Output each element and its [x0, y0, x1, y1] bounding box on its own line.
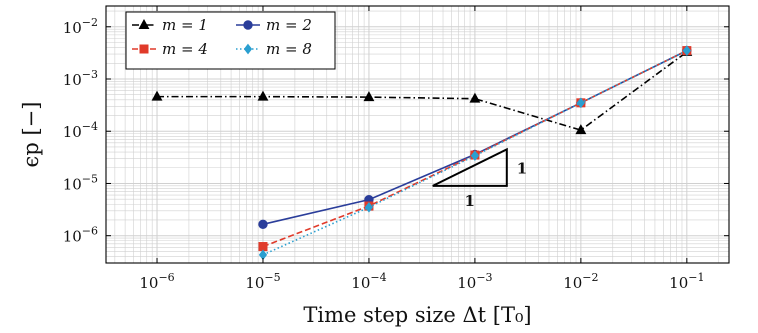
- series-1-point: [151, 90, 163, 101]
- legend-entry-1-marker: [138, 18, 150, 29]
- series-1-line: [157, 51, 688, 132]
- x-tick-label: 10−4: [351, 271, 386, 292]
- series-1-point: [575, 124, 587, 135]
- legend-entry-2-marker: [243, 20, 253, 30]
- y-tick-label: 10−3: [63, 68, 98, 89]
- x-axis-label: Time step size Δt [T₀]: [303, 303, 531, 327]
- series-4-point: [470, 150, 480, 162]
- legend-box: [125, 11, 336, 70]
- series-4-point: [576, 97, 586, 109]
- legend-entry-1-label: m = 1: [162, 16, 208, 34]
- axis-ticks: 10−6 10−5 10−4 10−3 10−2 10−1 10−6 10−5 10−4 10−3…: [63, 6, 729, 292]
- y-tick-label: 10−6: [63, 225, 98, 246]
- series-1-point: [257, 90, 269, 101]
- series-4-point: [364, 201, 374, 213]
- series-3-point: [258, 242, 268, 252]
- y-tick-label: 10−5: [63, 172, 98, 193]
- legend-entry-4: m = 8: [236, 40, 312, 58]
- y-tick-label: 10−4: [63, 120, 98, 141]
- series-2-point: [258, 219, 268, 230]
- legend-entry-4-marker: [243, 43, 253, 55]
- x-tick-label: 10−6: [139, 271, 174, 292]
- x-tick-label: 10−3: [457, 271, 492, 292]
- series-3-line: [262, 49, 688, 248]
- slope-triangle: 11: [432, 147, 527, 210]
- x-tick-label: 10−1: [669, 271, 704, 292]
- series-1-point: [363, 91, 375, 102]
- legend-entry-3-label: m = 4: [162, 40, 208, 58]
- x-tick-label: 10−5: [245, 271, 280, 292]
- series-4-point: [682, 45, 691, 56]
- legend-entry-3: m = 4: [132, 40, 208, 58]
- legend-entry-4-label: m = 8: [266, 40, 312, 58]
- legend-entry-1: m = 1: [132, 16, 208, 34]
- y-axis-label: ϵp [−]: [19, 102, 43, 168]
- slope-run-label: 1: [465, 192, 475, 210]
- plot-frame: [105, 5, 730, 264]
- series-1-point: [469, 92, 481, 103]
- legend-entry-3-marker: [139, 44, 149, 54]
- slope-triangle-shape: [432, 147, 508, 187]
- series-4-line: [262, 49, 688, 256]
- x-tick-label: 10−2: [563, 271, 598, 292]
- legend-entry-2-label: m = 2: [266, 16, 312, 34]
- legend: m = 1 m = 2 m = 4 m = 8: [125, 11, 336, 70]
- data-series: [151, 45, 693, 261]
- legend-entry-2: m = 2: [236, 16, 312, 34]
- slope-rise-label: 1: [517, 160, 527, 178]
- y-tick-label: 10−2: [63, 16, 98, 37]
